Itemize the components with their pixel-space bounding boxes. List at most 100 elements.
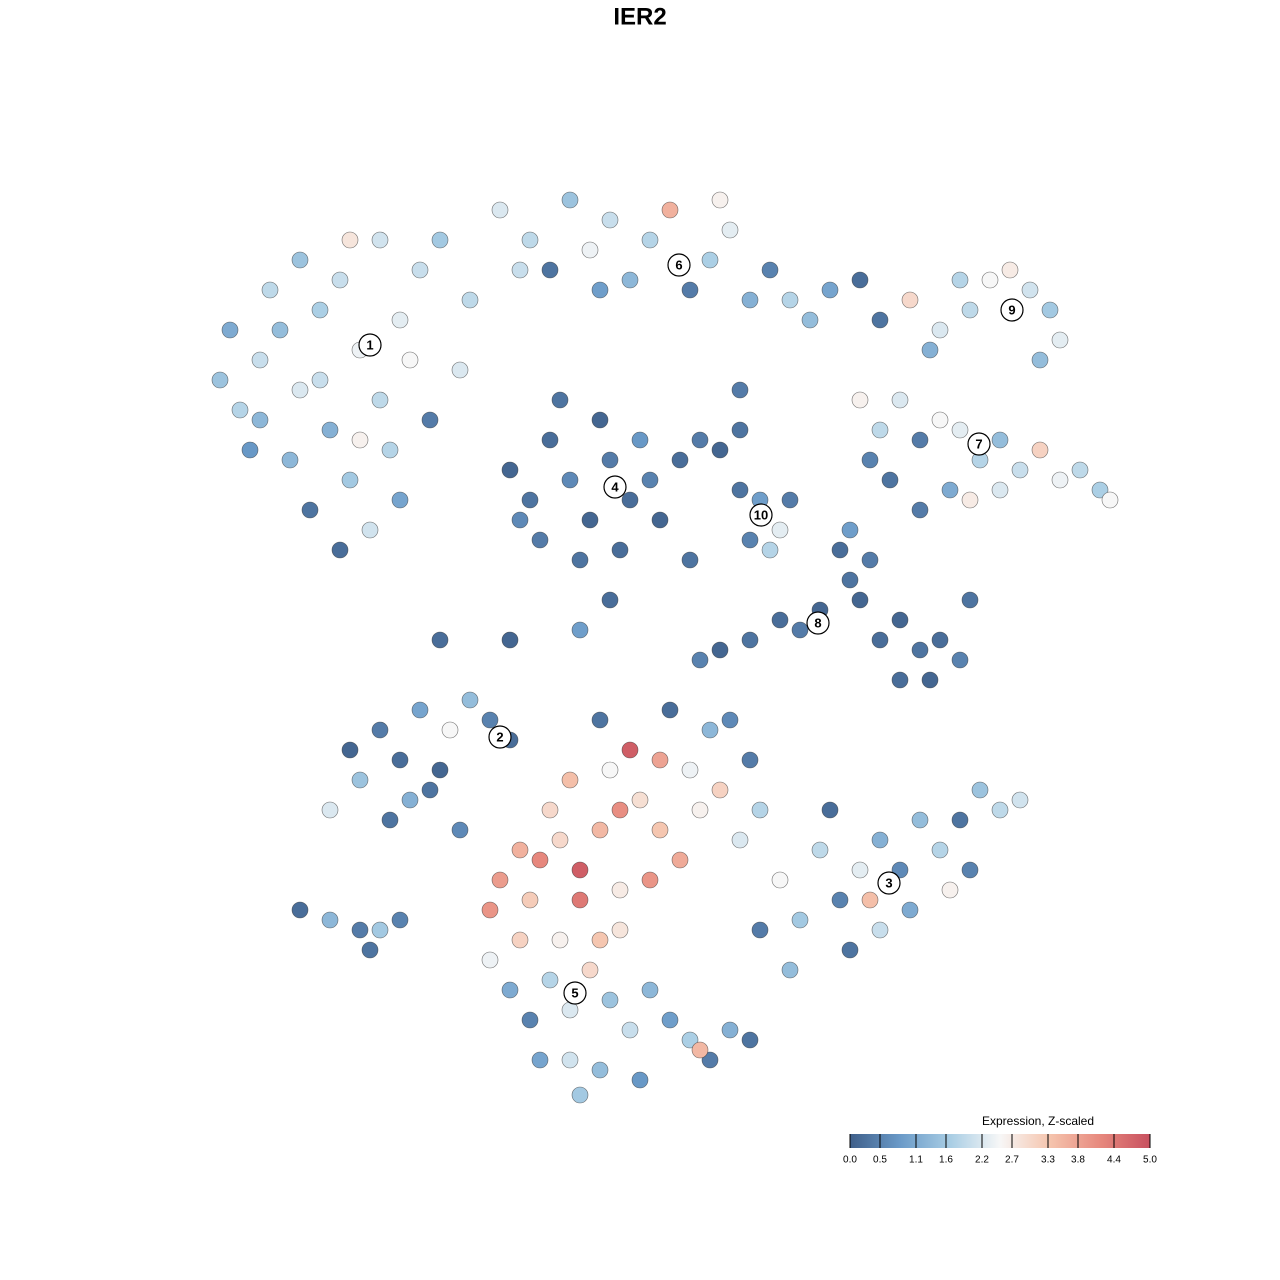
point: [881, 471, 899, 489]
cluster-badge: [1000, 298, 1024, 322]
point: [571, 891, 589, 909]
point: [641, 871, 659, 889]
point: [431, 631, 449, 649]
point: [851, 271, 869, 289]
colorbar-tick-label: 5.0: [1143, 1155, 1157, 1166]
point: [431, 231, 449, 249]
colorbar-tick-label: 3.3: [1041, 1155, 1055, 1166]
point: [341, 231, 359, 249]
point: [261, 281, 279, 299]
point: [491, 201, 509, 219]
point: [531, 851, 549, 869]
point: [1051, 331, 1069, 349]
point: [791, 911, 809, 929]
point: [731, 481, 749, 499]
point: [871, 831, 889, 849]
point: [491, 871, 509, 889]
colorbar-tick-label: 0.0: [843, 1155, 857, 1166]
point: [531, 1051, 549, 1069]
point: [851, 591, 869, 609]
point: [411, 701, 429, 719]
point: [931, 411, 949, 429]
point: [291, 381, 309, 399]
point: [361, 521, 379, 539]
point: [771, 521, 789, 539]
point: [571, 861, 589, 879]
point: [591, 281, 609, 299]
point: [301, 501, 319, 519]
point: [701, 1051, 719, 1069]
point: [611, 881, 629, 899]
point: [1091, 481, 1109, 499]
colorbar-tick-label: 1.1: [909, 1155, 923, 1166]
point: [611, 921, 629, 939]
point: [891, 671, 909, 689]
cluster-label: 3: [885, 875, 892, 890]
point: [581, 511, 599, 529]
colorbar-tick-label: 2.2: [975, 1155, 989, 1166]
point: [391, 311, 409, 329]
point: [911, 501, 929, 519]
point: [671, 451, 689, 469]
cluster-label: 8: [814, 615, 821, 630]
point: [891, 611, 909, 629]
point: [551, 391, 569, 409]
point: [901, 291, 919, 309]
point: [401, 351, 419, 369]
point: [861, 451, 879, 469]
point: [731, 831, 749, 849]
point: [621, 741, 639, 759]
point: [931, 841, 949, 859]
point: [551, 931, 569, 949]
point: [741, 1031, 759, 1049]
point: [961, 301, 979, 319]
point: [401, 791, 419, 809]
point: [391, 911, 409, 929]
point: [381, 811, 399, 829]
point: [781, 291, 799, 309]
colorbar-tick-label: 0.5: [873, 1155, 887, 1166]
point: [831, 541, 849, 559]
point: [571, 621, 589, 639]
point: [691, 801, 709, 819]
cluster-badge: [358, 333, 382, 357]
point: [451, 821, 469, 839]
point: [371, 231, 389, 249]
point: [371, 391, 389, 409]
cluster-badge: [749, 503, 773, 527]
point: [911, 431, 929, 449]
point: [691, 431, 709, 449]
point: [681, 761, 699, 779]
point: [891, 391, 909, 409]
point: [871, 421, 889, 439]
point: [731, 381, 749, 399]
point: [961, 861, 979, 879]
point: [941, 481, 959, 499]
point: [541, 801, 559, 819]
point: [421, 411, 439, 429]
point: [591, 411, 609, 429]
point: [571, 551, 589, 569]
point: [661, 701, 679, 719]
point: [861, 891, 879, 909]
point: [291, 901, 309, 919]
colorbar-tick-label: 4.4: [1107, 1155, 1121, 1166]
point: [601, 761, 619, 779]
point: [641, 231, 659, 249]
point: [651, 511, 669, 529]
point: [321, 801, 339, 819]
cluster-badge: [488, 725, 512, 749]
point: [1071, 461, 1089, 479]
point: [481, 901, 499, 919]
point: [801, 311, 819, 329]
point: [931, 631, 949, 649]
colorbar-tick-label: 3.8: [1071, 1155, 1085, 1166]
point: [1001, 261, 1019, 279]
point: [781, 491, 799, 509]
point: [1041, 301, 1059, 319]
point: [391, 491, 409, 509]
point: [711, 781, 729, 799]
point: [921, 341, 939, 359]
point: [831, 891, 849, 909]
point: [951, 651, 969, 669]
